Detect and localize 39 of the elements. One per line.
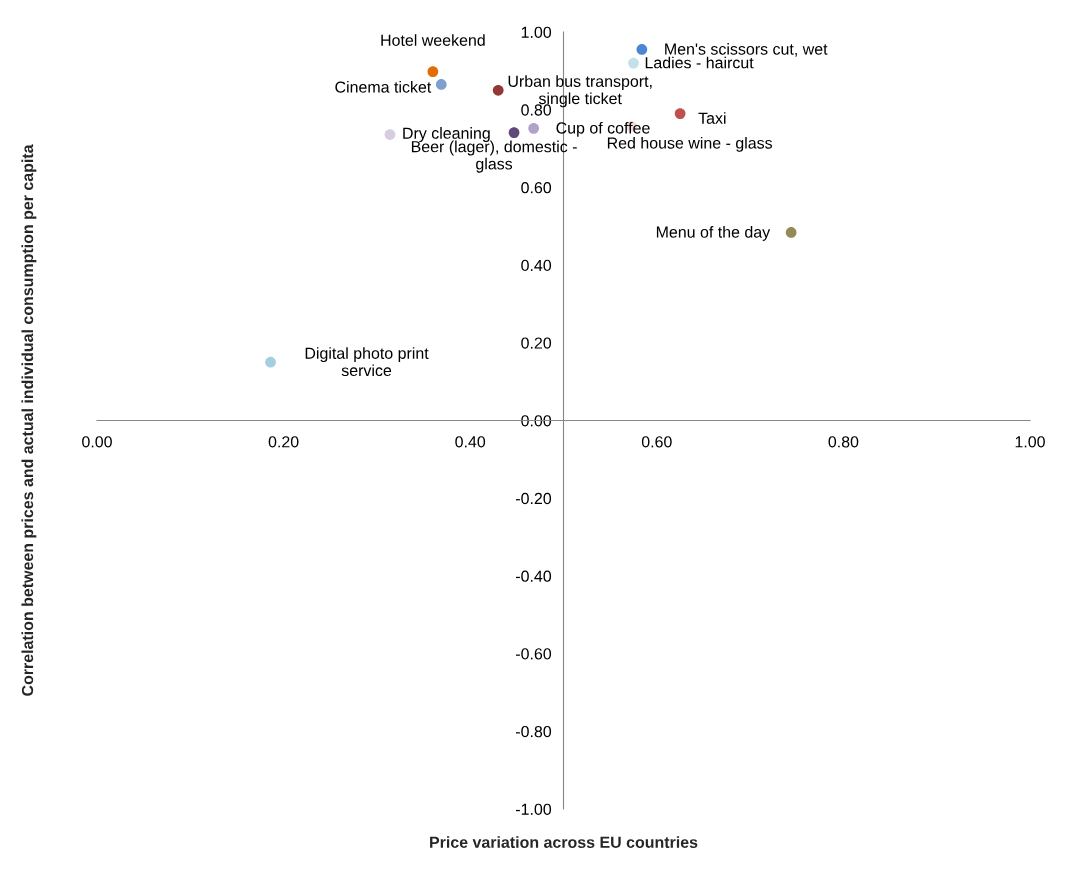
series-label: Ladies - haircut — [645, 56, 754, 69]
x-tick-label: 0.80 — [828, 436, 859, 448]
series-label: Taxi — [698, 112, 726, 124]
point — [674, 108, 686, 119]
point — [384, 129, 396, 140]
point — [508, 127, 520, 138]
series-label: Digital photo print service — [305, 347, 429, 377]
y-tick-label: -0.20 — [516, 492, 552, 505]
x-tick-label: 0.00 — [82, 436, 112, 448]
y-tick-label: -1.00 — [516, 803, 552, 815]
y-tick-label: -0.80 — [516, 725, 552, 738]
series-label: Beer (lager), domestic - glass — [411, 140, 577, 173]
point — [427, 66, 439, 78]
x-tick-label: 1.00 — [1015, 436, 1045, 448]
point — [265, 356, 276, 368]
y-tick-label: 0.60 — [521, 182, 552, 194]
point — [435, 79, 447, 90]
x-tick-label: 0.60 — [641, 436, 672, 448]
series-label: Cup of coffee — [556, 121, 650, 137]
series-label: Men's scissors cut, wet — [665, 43, 828, 57]
series-label: Hotel weekend — [381, 34, 485, 46]
y-tick-label: -0.40 — [516, 570, 552, 582]
series-label: Red house wine - glass — [607, 136, 773, 152]
point — [528, 122, 540, 134]
y-tick-label: 0.20 — [521, 337, 552, 349]
x-tick-label: 0.40 — [455, 436, 486, 448]
y-tick-label: 1.00 — [521, 26, 552, 38]
y-axis-title: Correlation between prices and actual individual consumption per capita — [21, 144, 37, 696]
y-tick-label: -0.60 — [516, 648, 552, 660]
x-axis-title: Price variation across EU countries — [430, 836, 698, 848]
point — [492, 84, 504, 96]
series-label: Menu of the day — [656, 226, 771, 241]
point — [785, 227, 797, 238]
series-label: Cinema ticket — [335, 81, 432, 93]
series-label: Dry cleaning — [403, 127, 490, 143]
y-tick-label: 0.40 — [521, 259, 552, 272]
x-tick-label: 0.20 — [268, 436, 299, 448]
point — [636, 44, 648, 55]
point — [628, 57, 639, 69]
